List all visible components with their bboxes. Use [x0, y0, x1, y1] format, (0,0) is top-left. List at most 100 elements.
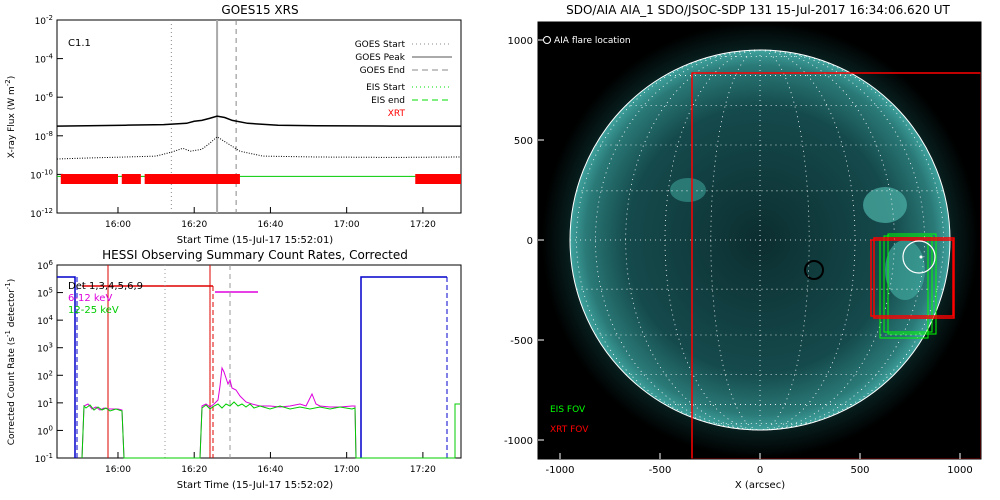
- hessi-y-tick-label: 106: [37, 259, 53, 272]
- hessi-x-label: Start Time (15-Jul-17 15:52:02): [177, 480, 334, 491]
- aia-x-tick-label: 500: [850, 465, 869, 476]
- hessi-y-tick-label: 101: [37, 397, 53, 410]
- goes-series: [56, 115, 462, 184]
- hessi-x-tick-label: 16:00: [105, 465, 131, 475]
- goes-y-tick-label: 10-2: [35, 14, 53, 27]
- hessi-legend-label: 12-25 keV: [68, 305, 119, 316]
- goes-title: GOES15 XRS: [221, 3, 298, 17]
- aia-bright-region-west: [863, 187, 907, 223]
- goes-legend-label: GOES Start: [355, 40, 406, 50]
- aia-grid-longitude: [625, 49, 761, 431]
- hessi-x-tick-label: 17:00: [334, 465, 360, 475]
- goes-x-tick-label: 17:20: [410, 220, 436, 230]
- goes-x-label: Start Time (15-Jul-17 15:52:01): [177, 235, 334, 246]
- goes-y-tick-label: 10-4: [35, 53, 54, 66]
- goes-legend-label: GOES End: [360, 66, 405, 76]
- hessi-y-ticks: 106 105 104 103 102 101 100 10-1: [35, 259, 63, 465]
- hessi-x-ticks: 16:00 16:20 16:40 17:00 17:20: [105, 452, 436, 475]
- goes-x-ticks: 16:00 16:20 16:40 17:00 17:20: [105, 207, 436, 230]
- hessi-y-tick-label: 102: [37, 369, 53, 382]
- aia-y-tick-label: 0: [527, 236, 533, 247]
- aia-x-tick-label: -500: [649, 465, 672, 476]
- goes-legend-label: EIS Start: [366, 83, 405, 93]
- aia-grid-longitude: [664, 49, 761, 431]
- aia-legend-label: XRT FOV: [550, 425, 589, 435]
- goes-x-tick-label: 16:40: [257, 220, 283, 230]
- aia-grid-longitude: [759, 49, 895, 431]
- xrt-fov-1: [870, 239, 954, 317]
- aia-y-ticks: 1000 500 0 -500 -1000: [504, 36, 544, 447]
- goes-y-tick-label: 10-6: [35, 91, 54, 104]
- hessi-y-tick-label: 105: [37, 287, 53, 300]
- hessi-attenuator-blue-left: [57, 276, 76, 458]
- aia-flare-location-marker: [902, 240, 936, 274]
- eis-fov-3: [887, 233, 937, 335]
- goes-legend: GOES Start GOES Peak GOES End EIS Start EIS …: [355, 40, 452, 119]
- aia-y-tick-label: -500: [510, 336, 533, 347]
- aia-legend-label: AIA flare location: [554, 36, 631, 46]
- hessi-green-trace: [81, 401, 460, 459]
- aia-coordinate-grid: [570, 49, 950, 431]
- xrt-observation-bar: [60, 174, 118, 184]
- aia-x-ticks: -1000 -500 0 500 1000: [545, 453, 973, 476]
- aia-y-tick-label: 1000: [508, 36, 533, 47]
- goes-legend-label: GOES Peak: [355, 53, 405, 63]
- xrt-observation-bar: [121, 174, 141, 184]
- aia-grid-longitude: [759, 49, 810, 431]
- xrt-fov-large: [691, 72, 981, 459]
- hessi-magenta-trace: [81, 366, 460, 459]
- aia-x-tick-label: -1000: [545, 465, 574, 476]
- aia-legend-label: EIS FOV: [550, 405, 586, 415]
- hessi-x-tick-label: 17:20: [410, 465, 436, 475]
- aia-x-tick-label: 0: [757, 465, 763, 476]
- hessi-plot-frame: [56, 264, 462, 459]
- goes-plot-frame: [56, 19, 462, 214]
- hessi-traces: [57, 265, 460, 459]
- aia-bright-region-east: [670, 178, 706, 202]
- hessi-y-tick-label: 104: [37, 314, 53, 327]
- goes-y-ticks: 10-2 10-4 10-6 10-8 10-10 10-12: [30, 14, 63, 220]
- goes-annotation: C1.1: [68, 38, 91, 49]
- aia-y-tick-label: -1000: [504, 436, 533, 447]
- aia-active-region: [885, 240, 925, 300]
- aia-flare-point: [919, 255, 923, 259]
- xrt-observation-bar: [144, 174, 240, 184]
- aia-grid-longitude: [595, 49, 761, 431]
- goes-long-channel: [56, 115, 461, 127]
- hessi-x-tick-label: 16:40: [257, 465, 283, 475]
- hessi-panel: HESSI Observing Summary Count Rates, Cor…: [4, 248, 462, 491]
- goes-y-tick-label: 10-8: [35, 130, 53, 143]
- goes-x-tick-label: 17:00: [334, 220, 360, 230]
- aia-x-label: X (arcsec): [735, 480, 785, 491]
- aia-grid-longitude: [759, 49, 925, 431]
- hessi-y-label: Corrected Count Rate (s-1 detector-1): [4, 279, 17, 446]
- hessi-y-tick-label: 100: [37, 424, 53, 437]
- aia-dark-spot: [804, 260, 824, 280]
- goes-y-label: X-ray Flux (W m-2): [4, 76, 17, 158]
- hessi-legend-label: 6-12 keV: [68, 293, 112, 304]
- hessi-y-tick-label: 103: [37, 342, 53, 355]
- hessi-y-tick-label: 10-1: [35, 452, 53, 465]
- aia-grid-longitude: [759, 49, 856, 431]
- goes-panel: GOES15 XRS C1.1 10-210-410-610-810-1010-…: [4, 3, 462, 246]
- goes-x-tick-label: 16:00: [105, 220, 131, 230]
- hessi-attenuator-blue-right: [360, 276, 447, 458]
- goes-legend-label: EIS end: [371, 96, 405, 106]
- goes-short-channel: [56, 136, 462, 160]
- hessi-legend-label: Det 1,3,4,5,6,9: [68, 281, 143, 292]
- xrt-observation-bar: [415, 174, 461, 184]
- aia-title: SDO/AIA AIA_1 SDO/JSOC-SDP 131 15-Jul-20…: [566, 3, 950, 17]
- aia-grid-longitude: [710, 49, 761, 431]
- goes-y-tick-label: 10-10: [30, 168, 53, 181]
- aia-panel: SDO/AIA AIA_1 SDO/JSOC-SDP 131 15-Jul-20…: [504, 3, 982, 491]
- goes-x-tick-label: 16:20: [181, 220, 207, 230]
- hessi-x-tick-label: 16:20: [181, 465, 207, 475]
- aia-y-tick-label: 500: [514, 136, 533, 147]
- hessi-title: HESSI Observing Summary Count Rates, Cor…: [102, 248, 408, 262]
- goes-y-tick-label: 10-12: [30, 207, 53, 220]
- xrt-fov-2: [873, 237, 955, 319]
- goes-legend-label: XRT: [388, 109, 406, 119]
- aia-x-tick-label: 1000: [947, 465, 972, 476]
